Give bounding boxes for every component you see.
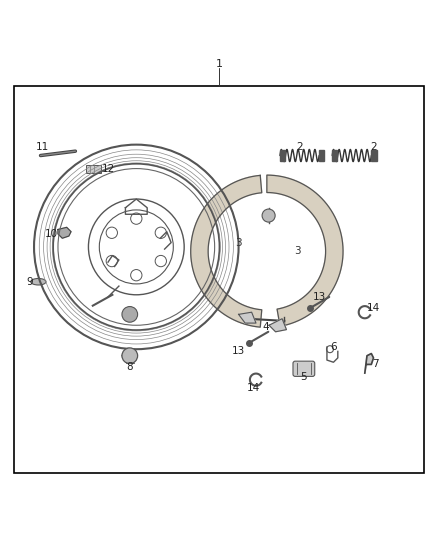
Text: 3: 3 [294, 246, 300, 256]
Polygon shape [58, 228, 71, 238]
Text: 1: 1 [215, 59, 223, 69]
Bar [86, 165, 102, 173]
Polygon shape [332, 150, 337, 161]
Polygon shape [319, 150, 324, 161]
Text: 2: 2 [296, 142, 303, 152]
Polygon shape [267, 175, 343, 326]
Text: 3: 3 [235, 238, 242, 247]
Text: 12: 12 [101, 164, 115, 174]
Text: 7: 7 [372, 359, 379, 369]
Polygon shape [269, 319, 286, 332]
Polygon shape [371, 150, 377, 161]
Polygon shape [239, 312, 256, 323]
Text: 2: 2 [370, 142, 377, 152]
Circle shape [122, 348, 138, 364]
Text: 10: 10 [45, 229, 58, 239]
Text: 14: 14 [367, 303, 380, 313]
FancyBboxPatch shape [293, 361, 315, 376]
Polygon shape [191, 175, 262, 327]
Text: 13: 13 [312, 292, 326, 302]
Text: 13: 13 [232, 346, 245, 357]
Polygon shape [365, 353, 374, 373]
Text: 6: 6 [330, 342, 337, 352]
Text: 14: 14 [246, 383, 260, 393]
Circle shape [122, 306, 138, 322]
Text: 11: 11 [36, 142, 49, 152]
Text: 5: 5 [300, 373, 307, 383]
Text: 9: 9 [26, 277, 33, 287]
Ellipse shape [31, 278, 46, 285]
Circle shape [262, 209, 275, 222]
Text: 4: 4 [263, 321, 269, 332]
Polygon shape [280, 150, 285, 161]
Text: 8: 8 [127, 361, 133, 372]
Bar [14, 86, 424, 473]
